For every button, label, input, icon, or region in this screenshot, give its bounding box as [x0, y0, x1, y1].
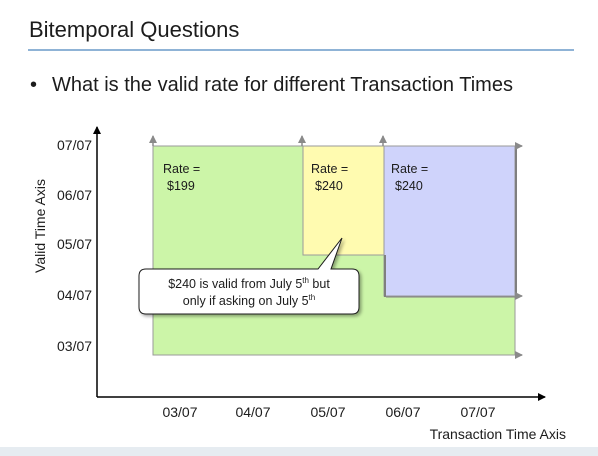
region-value: $199 [167, 179, 195, 193]
y-tick-label: 07/07 [57, 137, 92, 153]
bullet-item: • What is the valid rate for different Tr… [30, 74, 513, 97]
footer-strip [0, 447, 598, 456]
x-tick-label: 06/07 [385, 404, 420, 420]
region-label: Rate = [163, 162, 200, 176]
y-tick-label: 03/07 [57, 338, 92, 354]
bullet-marker: • [30, 74, 38, 96]
y-tick-label: 04/07 [57, 287, 92, 303]
region-value: $240 [315, 179, 343, 193]
slide-title: Bitemporal Questions [29, 17, 240, 42]
region-rate-240-yellow [302, 145, 385, 256]
y-tick-label: 05/07 [57, 236, 92, 252]
x-axis-title: Transaction Time Axis [430, 426, 566, 442]
x-tick-label: 03/07 [162, 404, 197, 420]
callout-bubble [138, 237, 360, 315]
y-axis-title: Valid Time Axis [32, 179, 48, 273]
y-tick-label: 06/07 [57, 187, 92, 203]
title-divider [28, 49, 574, 51]
x-tick-label: 07/07 [460, 404, 495, 420]
x-tick-label: 05/07 [310, 404, 345, 420]
callout-line-1: $240 is valid from July 5th but [168, 276, 330, 291]
region-label: Rate = [311, 162, 348, 176]
x-tick-label: 04/07 [235, 404, 270, 420]
bullet-text: What is the valid rate for different Tra… [52, 74, 513, 96]
region-value: $240 [395, 179, 423, 193]
callout-line-2: only if asking on July 5th [183, 293, 315, 308]
region-label: Rate = [391, 162, 428, 176]
